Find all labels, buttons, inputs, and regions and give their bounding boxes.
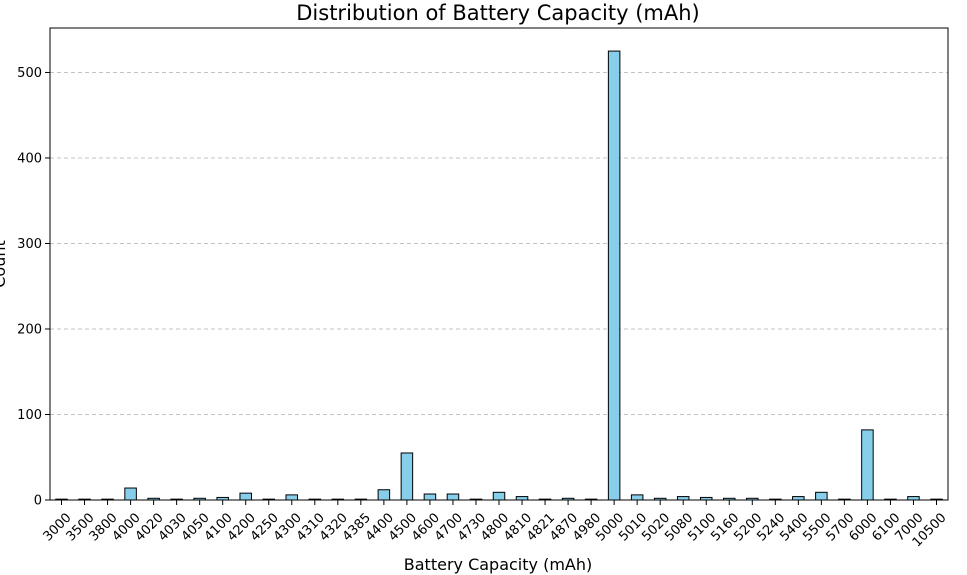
bar-4700 bbox=[446, 493, 460, 501]
bar-4500 bbox=[400, 452, 414, 501]
bar-5500 bbox=[815, 491, 828, 501]
bar-5000 bbox=[607, 50, 621, 501]
bar-7000 bbox=[907, 496, 920, 501]
bar-4600 bbox=[423, 493, 437, 501]
bar-4200 bbox=[239, 492, 252, 501]
plot-frame bbox=[49, 27, 949, 501]
y-tick-label: 100 bbox=[17, 408, 42, 423]
bars bbox=[55, 50, 943, 501]
bar-4000 bbox=[124, 487, 137, 501]
bar-6000 bbox=[861, 429, 874, 501]
y-tick-label: 300 bbox=[17, 237, 42, 252]
y-tick-label: 400 bbox=[17, 151, 42, 166]
bar-5400 bbox=[792, 496, 805, 501]
y-axis-ticks: 0 100 200 300 400 500 bbox=[17, 66, 50, 509]
bar-5080 bbox=[676, 496, 690, 501]
x-axis-label: Battery Capacity (mAh) bbox=[404, 555, 592, 574]
y-gridlines bbox=[50, 72, 948, 501]
x-axis-ticks: 3000350038004000402040304050410042004250… bbox=[41, 500, 950, 550]
chart-title: Distribution of Battery Capacity (mAh) bbox=[296, 1, 699, 25]
y-tick-label: 200 bbox=[17, 322, 42, 337]
y-tick-label: 500 bbox=[17, 66, 42, 81]
bar-4800 bbox=[492, 491, 506, 501]
y-axis-label: Count bbox=[0, 240, 9, 288]
y-tick-label: 0 bbox=[34, 494, 42, 509]
bar-4400 bbox=[377, 489, 391, 501]
bar-4300 bbox=[285, 494, 299, 501]
bar-4810 bbox=[515, 496, 529, 501]
bar-5010 bbox=[630, 494, 644, 501]
